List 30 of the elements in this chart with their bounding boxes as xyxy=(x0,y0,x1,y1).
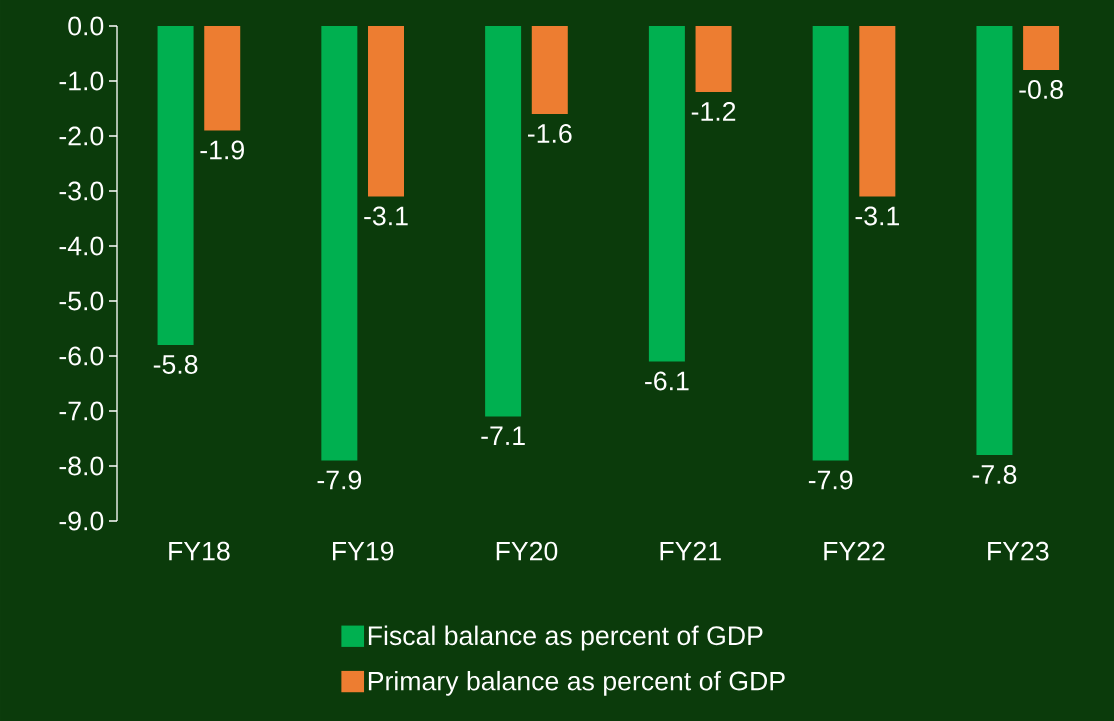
x-tick-label: FY20 xyxy=(496,541,558,561)
data-label: -1.2 xyxy=(691,102,736,121)
x-tick-label: FY21 xyxy=(660,541,721,561)
x-tick-label: FY22 xyxy=(824,541,885,561)
data-label: -1.6 xyxy=(528,124,572,143)
data-label: -3.1 xyxy=(364,206,408,226)
y-tick-label: 0.0 xyxy=(68,16,104,36)
data-label: -7.9 xyxy=(317,470,362,490)
x-tick-label: FY23 xyxy=(988,541,1049,561)
y-tick-label: -2.0 xyxy=(59,126,104,146)
data-label: -1.9 xyxy=(200,140,244,160)
data-label: -7.9 xyxy=(808,470,853,490)
data-label: -5.8 xyxy=(153,355,198,374)
y-tick-label: -5.0 xyxy=(59,291,104,311)
legend-label: Primary balance as percent of GDP xyxy=(368,670,785,696)
data-label: -3.1 xyxy=(855,206,900,226)
y-tick-label: -9.0 xyxy=(59,511,104,531)
y-tick-label: -4.0 xyxy=(59,236,104,256)
data-label: -0.8 xyxy=(1019,80,1063,99)
data-label: -6.1 xyxy=(645,371,689,391)
data-label: -7.1 xyxy=(481,426,525,445)
y-tick-label: -7.0 xyxy=(59,401,104,421)
legend-label: Fiscal balance as percent of GDP xyxy=(368,625,763,651)
y-tick-label: -8.0 xyxy=(59,456,104,476)
y-tick-label: -3.0 xyxy=(59,181,104,201)
y-tick-label: -1.0 xyxy=(59,71,104,91)
x-tick-label: FY18 xyxy=(169,541,230,561)
data-label: -7.8 xyxy=(972,465,1017,484)
y-tick-label: -6.0 xyxy=(59,346,104,366)
x-tick-label: FY19 xyxy=(333,541,394,561)
